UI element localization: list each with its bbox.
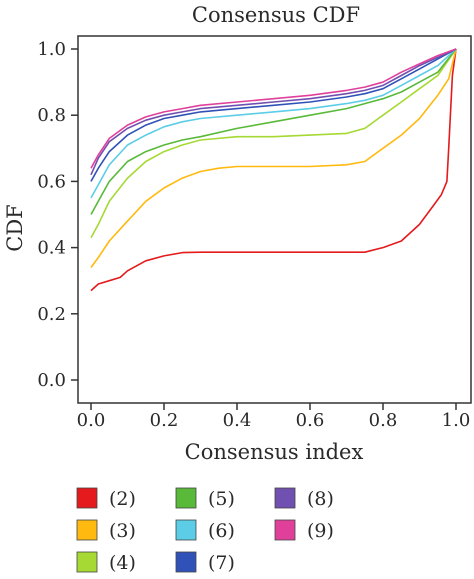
series-line-4: [90, 48, 457, 239]
legend-label: (4): [109, 552, 136, 574]
x-tick-label: 0.4: [223, 410, 252, 431]
legend-swatch: [274, 487, 296, 509]
series-line-6: [90, 48, 457, 199]
legend-swatch: [175, 551, 197, 573]
y-tick-label: 0.6: [37, 171, 66, 192]
series-line-7: [90, 48, 457, 182]
legend-label: (8): [307, 488, 334, 510]
y-tick-label: 0.4: [37, 238, 66, 259]
chart-title: Consensus CDF: [192, 3, 360, 27]
series-line-2: [90, 48, 457, 292]
x-tick-label: 0.8: [369, 410, 398, 431]
legend-swatch: [76, 487, 98, 509]
legend-label: (5): [208, 488, 235, 510]
legend-swatch: [76, 551, 98, 573]
legend: (2) (3) (4) (5) (6) (7) (8) (9): [76, 487, 334, 574]
x-tick-label: 0.6: [296, 410, 325, 431]
legend-swatch: [76, 519, 98, 541]
x-tick-label: 1.0: [442, 410, 471, 431]
series-line-9: [90, 48, 457, 169]
series-line-5: [90, 48, 457, 215]
series-line-8: [90, 48, 457, 176]
legend-label: (9): [307, 520, 334, 542]
legend-label: (6): [208, 520, 235, 542]
y-tick-label: 0.2: [37, 304, 66, 325]
y-axis-label: CDF: [3, 204, 27, 251]
x-axis-label: Consensus index: [185, 440, 364, 464]
plot-area-frame: [77, 35, 472, 404]
legend-label: (7): [208, 552, 235, 574]
legend-label: (3): [109, 520, 136, 542]
y-tick-label: 1.0: [37, 39, 66, 60]
series-line-3: [90, 48, 457, 268]
y-tick-label: 0.8: [37, 105, 66, 126]
axis-ticks: 0.0 0.2 0.4 0.6 0.8 1.0 0.0 0.2 0.4 0.6 0.8 1.0: [37, 39, 470, 431]
legend-label: (2): [109, 488, 136, 510]
x-tick-label: 0.0: [77, 410, 106, 431]
y-tick-label: 0.0: [37, 370, 66, 391]
legend-swatch: [175, 519, 197, 541]
legend-swatch: [274, 519, 296, 541]
x-tick-label: 0.2: [150, 410, 179, 431]
legend-swatch: [175, 487, 197, 509]
series-lines: [90, 48, 457, 292]
